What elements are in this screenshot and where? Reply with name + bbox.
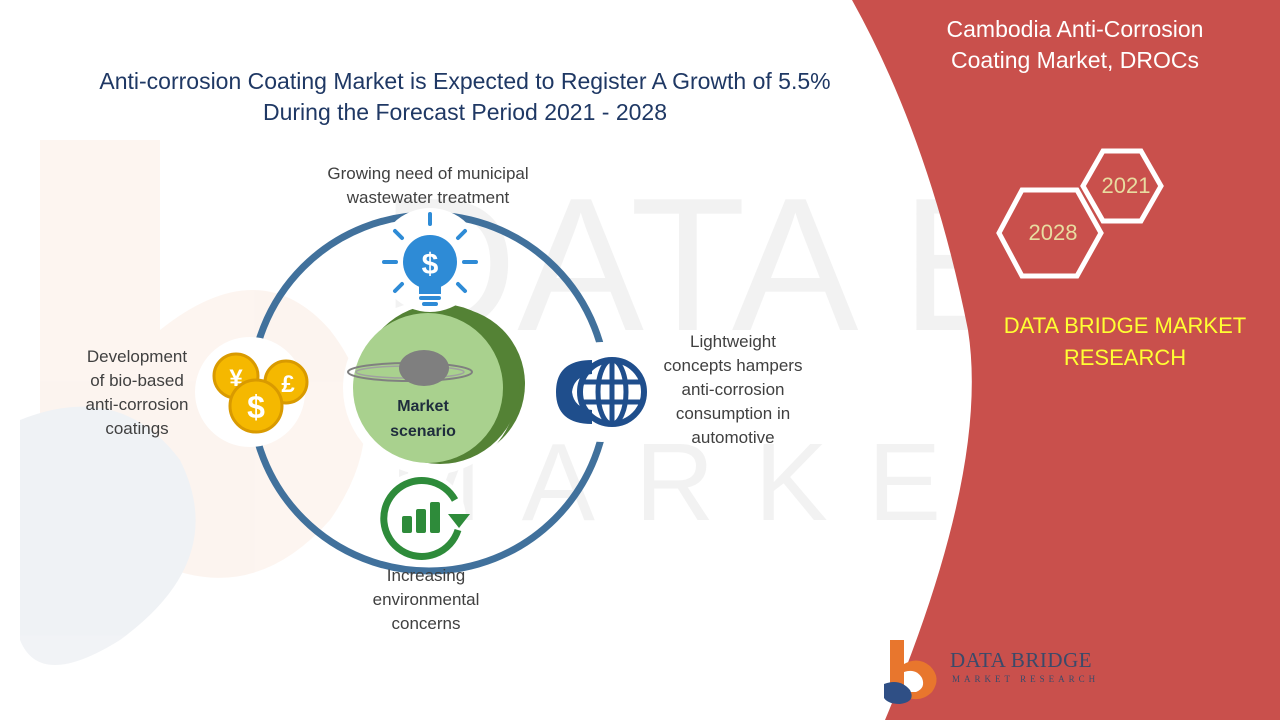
driver-left-label: Development of bio-based anti-corrosion … — [62, 345, 212, 441]
svg-text:£: £ — [281, 371, 295, 398]
coins-icon: ¥ £ $ — [195, 337, 309, 447]
year-hexagons — [996, 148, 1164, 279]
driver-left-line-1: Development — [86, 347, 188, 366]
driver-top-label: Growing need of municipal wastewater tre… — [300, 162, 556, 210]
driver-top-line-1: Growing need of municipal — [327, 164, 529, 183]
side-title-line-2: Coating Market, DROCs — [951, 47, 1199, 73]
driver-right-label: Lightweight concepts hampers anti-corros… — [644, 330, 822, 450]
headline-line-2: During the Forecast Period 2021 - 2028 — [262, 99, 668, 125]
logo-name: DATA BRIDGE — [950, 648, 1093, 672]
driver-top-line-2: wastewater treatment — [346, 188, 510, 207]
driver-bottom-line-2: environmental — [372, 590, 480, 609]
center-label-line-2: scenario — [390, 423, 456, 440]
side-panel — [852, 0, 1280, 720]
hexagon-start-year — [1080, 148, 1164, 224]
driver-left-line-2: of bio-based — [90, 371, 184, 390]
svg-text:$: $ — [247, 389, 265, 425]
driver-right-line-3: anti-corrosion — [681, 380, 785, 399]
driver-bottom-line-3: concerns — [391, 614, 461, 633]
logo-tagline: MARKET RESEARCH — [952, 674, 1100, 684]
year-end-label: 2028 — [1028, 220, 1078, 245]
center-label: Market scenario — [368, 394, 478, 444]
company-logo: DATA BRIDGE MARKET RESEARCH — [880, 636, 1120, 706]
brand-line-2: RESEARCH — [1063, 345, 1187, 370]
lightbulb-dollar-icon: $ — [378, 208, 482, 312]
driver-right-line-2: concepts hampers — [663, 356, 803, 375]
brand-name: DATA BRIDGE MARKET RESEARCH — [985, 310, 1265, 374]
headline-line-1: Anti-corrosion Coating Market is Expecte… — [99, 68, 831, 94]
center-disk — [343, 301, 525, 475]
side-title-line-1: Cambodia Anti-Corrosion — [946, 16, 1204, 42]
driver-right-line-1: Lightweight — [689, 332, 776, 351]
side-panel-title: Cambodia Anti-Corrosion Coating Market, … — [920, 14, 1230, 76]
driver-right-line-5: automotive — [691, 428, 775, 447]
year-start-label: 2021 — [1101, 173, 1151, 198]
driver-bottom-line-1: Increasing — [386, 566, 466, 585]
headline: Anti-corrosion Coating Market is Expecte… — [40, 66, 890, 128]
hexagon-end-year — [996, 187, 1104, 279]
phone-globe-icon — [552, 342, 652, 442]
driver-right-line-4: consumption in — [675, 404, 791, 423]
growth-chart-icon — [374, 472, 470, 564]
brand-line-1: DATA BRIDGE MARKET — [1003, 313, 1247, 338]
svg-text:$: $ — [422, 248, 439, 281]
driver-bottom-label: Increasing environmental concerns — [338, 564, 514, 636]
center-label-line-1: Market — [397, 398, 449, 415]
driver-left-line-3: anti-corrosion — [85, 395, 189, 414]
driver-left-line-4: coatings — [105, 419, 169, 438]
logo-mark-icon — [884, 640, 937, 704]
